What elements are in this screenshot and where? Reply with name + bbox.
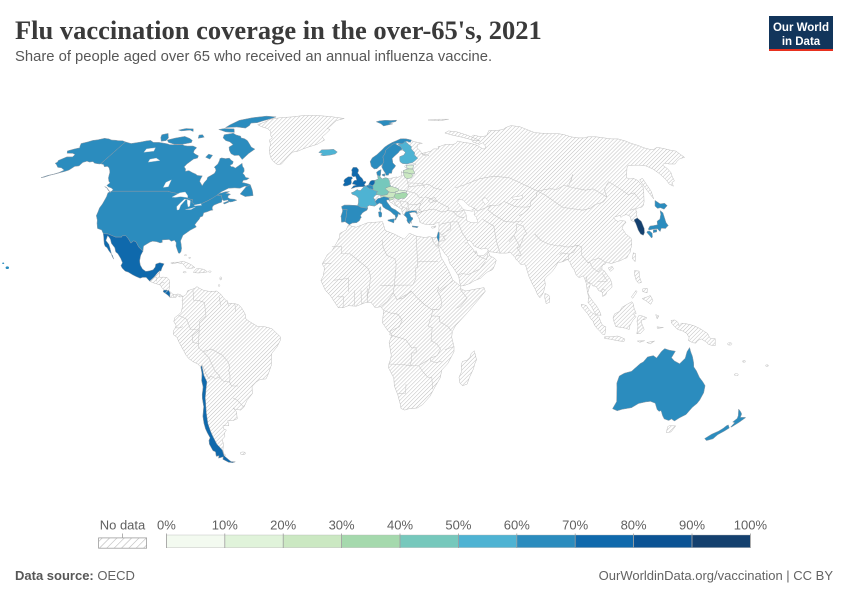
svg-text:30%: 30% (329, 518, 355, 533)
svg-text:60%: 60% (504, 518, 530, 533)
svg-text:40%: 40% (387, 518, 413, 533)
svg-text:No data: No data (100, 518, 146, 533)
svg-text:10%: 10% (212, 518, 238, 533)
svg-text:90%: 90% (679, 518, 705, 533)
svg-text:100%: 100% (734, 518, 768, 533)
svg-text:20%: 20% (270, 518, 296, 533)
svg-text:0%: 0% (157, 518, 176, 533)
svg-text:50%: 50% (445, 518, 471, 533)
svg-text:70%: 70% (562, 518, 588, 533)
svg-text:80%: 80% (621, 518, 647, 533)
